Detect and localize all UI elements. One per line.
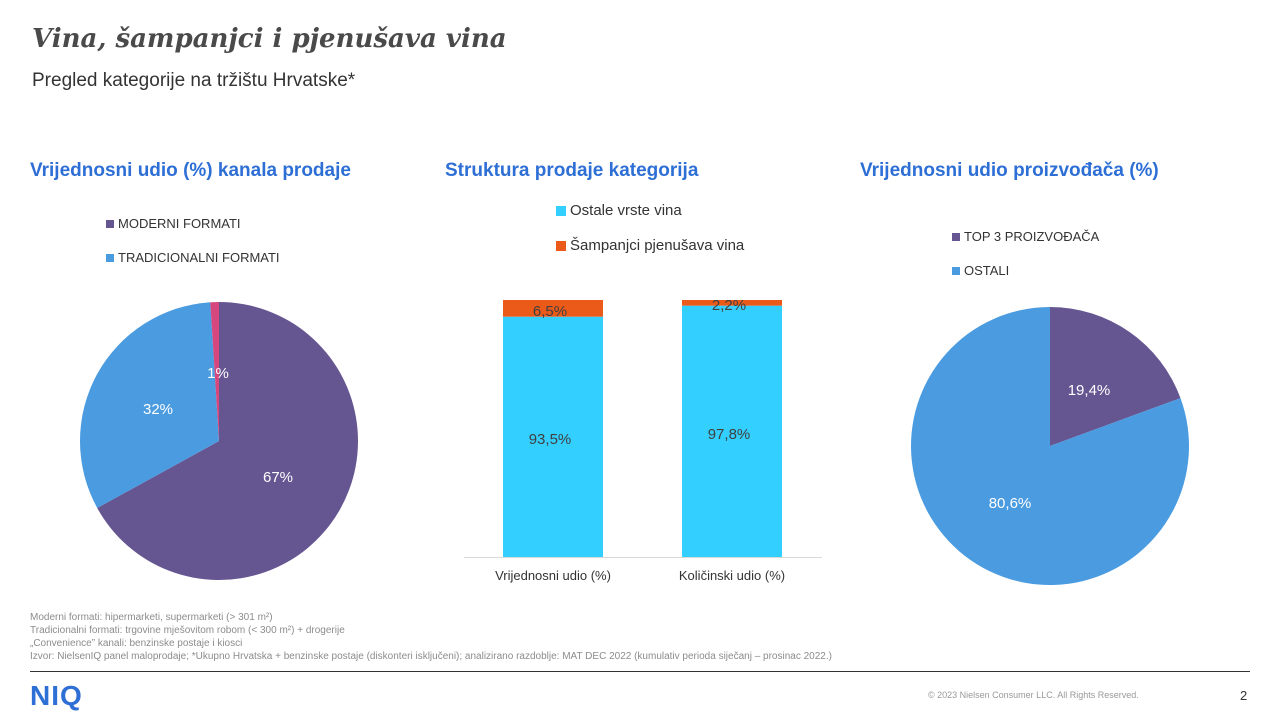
footnote: Izvor: NielsenIQ panel maloprodaje; *Uku… [30, 651, 832, 662]
x-tick-label-1: Količinski udio (%) [679, 568, 785, 583]
legend-swatch [952, 266, 960, 275]
chart3-legend-item-top3: TOP 3 PROIZVOĐAČA [952, 229, 1099, 244]
bar-data-label-0-0: 93,5% [529, 431, 572, 448]
producer-pie-data-label-0: 19,4% [1068, 382, 1111, 399]
niq-logo: NIQ [30, 680, 83, 711]
producer-pie-slice-0 [1050, 307, 1181, 446]
chart3-legend-item-ostali: OSTALI [952, 263, 1009, 278]
footer-divider [30, 671, 1250, 672]
chart1-legend-item-tradicionalni: TRADICIONALNI FORMATI [106, 250, 280, 265]
legend-label: TRADICIONALNI FORMATI [118, 250, 280, 265]
chart2-title: Struktura prodaje kategorija [445, 160, 699, 181]
bar-segment-1-1 [682, 300, 782, 306]
bar-segment-0-0 [503, 316, 603, 557]
chart2-legend-item-sampanjci: Šampanjci pjenušava vina [556, 237, 744, 254]
copyright: © 2023 Nielsen Consumer LLC. All Rights … [928, 690, 1139, 700]
channel-pie-slice-1 [79, 302, 220, 508]
legend-label: Šampanjci pjenušava vina [570, 237, 745, 254]
legend-swatch [106, 253, 114, 262]
footnote: Tradicionalni formati: trgovine mješovit… [30, 625, 345, 636]
producer-pie-data-label-1: 80,6% [989, 495, 1032, 512]
chart1-title: Vrijednosni udio (%) kanala prodaje [30, 160, 351, 181]
legend-swatch [106, 219, 114, 228]
chart3-title: Vrijednosni udio proizvođača (%) [860, 160, 1159, 181]
footnotes: Moderni formati: hipermarketi, supermark… [30, 611, 832, 663]
page-subtitle: Pregled kategorije na tržištu Hrvatske* [32, 70, 356, 91]
legend-label: Ostale vrste vina [570, 202, 682, 219]
bar-segment-0-1 [503, 300, 603, 317]
channel-pie-slice-2 [210, 302, 219, 441]
legend-label: TOP 3 PROIZVOĐAČA [964, 229, 1100, 244]
bar-data-label-1-1: 2,2% [712, 297, 746, 314]
bar-data-label-0-1: 6,5% [533, 303, 567, 320]
legend-label: MODERNI FORMATI [118, 216, 241, 231]
channel-pie-slice-0 [97, 302, 359, 580]
chart1-legend-item-moderni: MODERNI FORMATI [106, 216, 241, 231]
legend-swatch [952, 232, 960, 241]
page-number: 2 [1240, 688, 1248, 703]
footnote: Moderni formati: hipermarketi, supermark… [30, 612, 273, 623]
producer-pie-slice-1 [911, 307, 1189, 585]
bar-segment-1-0 [682, 305, 782, 557]
legend-label: OSTALI [964, 263, 1010, 278]
footnote: „Convenience” kanali: benzinske postaje … [30, 638, 243, 649]
channel-pie-data-label-1: 32% [143, 401, 173, 418]
x-tick-label-0: Vrijednosni udio (%) [495, 568, 611, 583]
channel-pie-data-label-0: 67% [263, 469, 293, 486]
page-title: Vina, šampanjci i pjenušava vina [32, 24, 507, 54]
channel-pie-data-label-2: 1% [207, 365, 229, 382]
legend-swatch [556, 240, 566, 251]
bar-data-label-1-0: 97,8% [708, 426, 751, 443]
chart2-legend-item-ostale: Ostale vrste vina [556, 202, 682, 219]
legend-swatch [556, 205, 566, 216]
